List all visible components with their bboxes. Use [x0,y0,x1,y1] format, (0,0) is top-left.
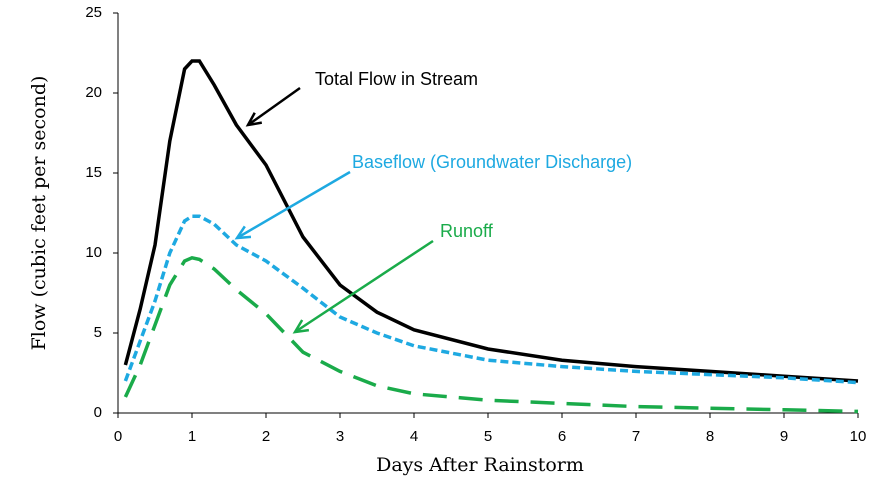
x-tick-label: 8 [706,428,714,445]
x-tick-label: 4 [410,428,418,445]
series-line [123,255,859,414]
arrow-head [234,225,252,240]
x-axis-label: Days After Rainstorm [376,454,584,476]
legend-label: Runoff [440,221,494,241]
x-tick-label: 1 [188,428,196,445]
y-tick-label: 20 [85,84,102,101]
legend-label: Total Flow in Stream [315,69,478,89]
series-line [123,214,859,385]
annotation-arrow [294,239,434,334]
y-tick-label: 15 [85,164,102,181]
y-tick-label: 5 [94,324,102,341]
x-tick-label: 7 [632,428,640,445]
x-tick-label: 0 [114,428,122,445]
annotation-arrow [247,86,301,127]
arrow-head [292,319,310,334]
x-tick-label: 9 [780,428,788,445]
y-tick-label: 10 [85,244,102,261]
x-tick-label: 2 [262,428,270,445]
x-tick-label: 5 [484,428,492,445]
y-tick-label: 0 [94,404,102,421]
legend-label: Baseflow (Groundwater Discharge) [352,152,632,172]
x-tick-label: 3 [336,428,344,445]
y-tick-label: 25 [85,4,102,21]
annotation-arrow [236,170,351,240]
series-line [123,59,859,383]
x-tick-label: 6 [558,428,566,445]
x-tick-label: 10 [850,428,867,445]
arrow-head [245,112,263,127]
y-axis-label: Flow (cubic feet per second) [28,76,50,351]
